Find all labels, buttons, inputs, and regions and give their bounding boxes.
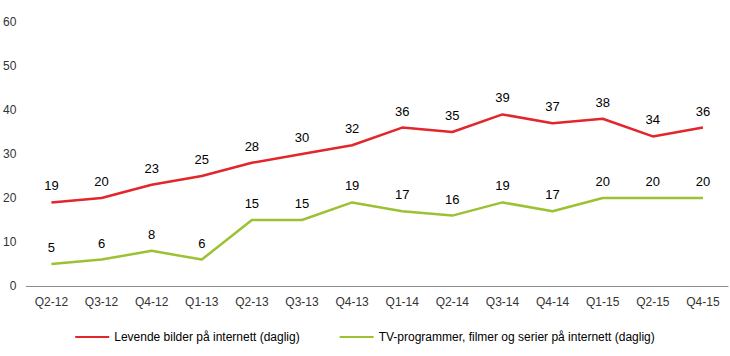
svg-text:Q4-13: Q4-13	[335, 295, 369, 309]
svg-text:35: 35	[445, 108, 459, 123]
svg-text:Q2-14: Q2-14	[436, 295, 470, 309]
svg-text:37: 37	[545, 99, 559, 114]
svg-text:36: 36	[395, 104, 409, 119]
svg-text:Q2-15: Q2-15	[636, 295, 670, 309]
svg-text:0: 0	[10, 279, 17, 293]
svg-text:38: 38	[595, 95, 609, 110]
svg-text:30: 30	[3, 147, 17, 161]
svg-text:Q3-14: Q3-14	[486, 295, 520, 309]
svg-text:60: 60	[3, 15, 17, 29]
svg-text:6: 6	[98, 236, 105, 251]
svg-text:TV-programmer, filmer og serie: TV-programmer, filmer og serier på inter…	[379, 330, 655, 344]
svg-text:Q1-14: Q1-14	[386, 295, 420, 309]
svg-text:19: 19	[44, 178, 58, 193]
svg-text:34: 34	[646, 112, 660, 127]
svg-text:8: 8	[148, 227, 155, 242]
svg-text:20: 20	[595, 174, 609, 189]
svg-text:5: 5	[48, 240, 55, 255]
svg-text:19: 19	[345, 178, 359, 193]
svg-text:30: 30	[295, 130, 309, 145]
svg-text:40: 40	[3, 103, 17, 117]
svg-text:50: 50	[3, 59, 17, 73]
svg-text:Q2-12: Q2-12	[35, 295, 69, 309]
svg-text:39: 39	[495, 90, 509, 105]
svg-text:Q1-13: Q1-13	[185, 295, 219, 309]
svg-text:Levende bilder på internett (d: Levende bilder på internett (daglig)	[114, 330, 299, 344]
svg-text:15: 15	[245, 196, 259, 211]
svg-text:Q1-15: Q1-15	[586, 295, 620, 309]
svg-text:32: 32	[345, 121, 359, 136]
svg-text:25: 25	[195, 152, 209, 167]
svg-text:Q4-12: Q4-12	[135, 295, 169, 309]
svg-text:Q4-15: Q4-15	[686, 295, 720, 309]
svg-text:10: 10	[3, 235, 17, 249]
svg-text:17: 17	[395, 187, 409, 202]
svg-text:15: 15	[295, 196, 309, 211]
svg-text:20: 20	[94, 174, 108, 189]
svg-text:6: 6	[198, 236, 205, 251]
svg-text:Q2-13: Q2-13	[235, 295, 269, 309]
svg-text:20: 20	[646, 174, 660, 189]
svg-text:Q3-13: Q3-13	[285, 295, 319, 309]
svg-text:36: 36	[696, 104, 710, 119]
svg-text:Q4-14: Q4-14	[536, 295, 570, 309]
svg-text:28: 28	[245, 139, 259, 154]
svg-text:20: 20	[3, 191, 17, 205]
svg-text:19: 19	[495, 178, 509, 193]
svg-text:20: 20	[696, 174, 710, 189]
svg-text:23: 23	[144, 161, 158, 176]
svg-text:17: 17	[545, 187, 559, 202]
svg-text:Q3-12: Q3-12	[85, 295, 119, 309]
svg-text:16: 16	[445, 192, 459, 207]
